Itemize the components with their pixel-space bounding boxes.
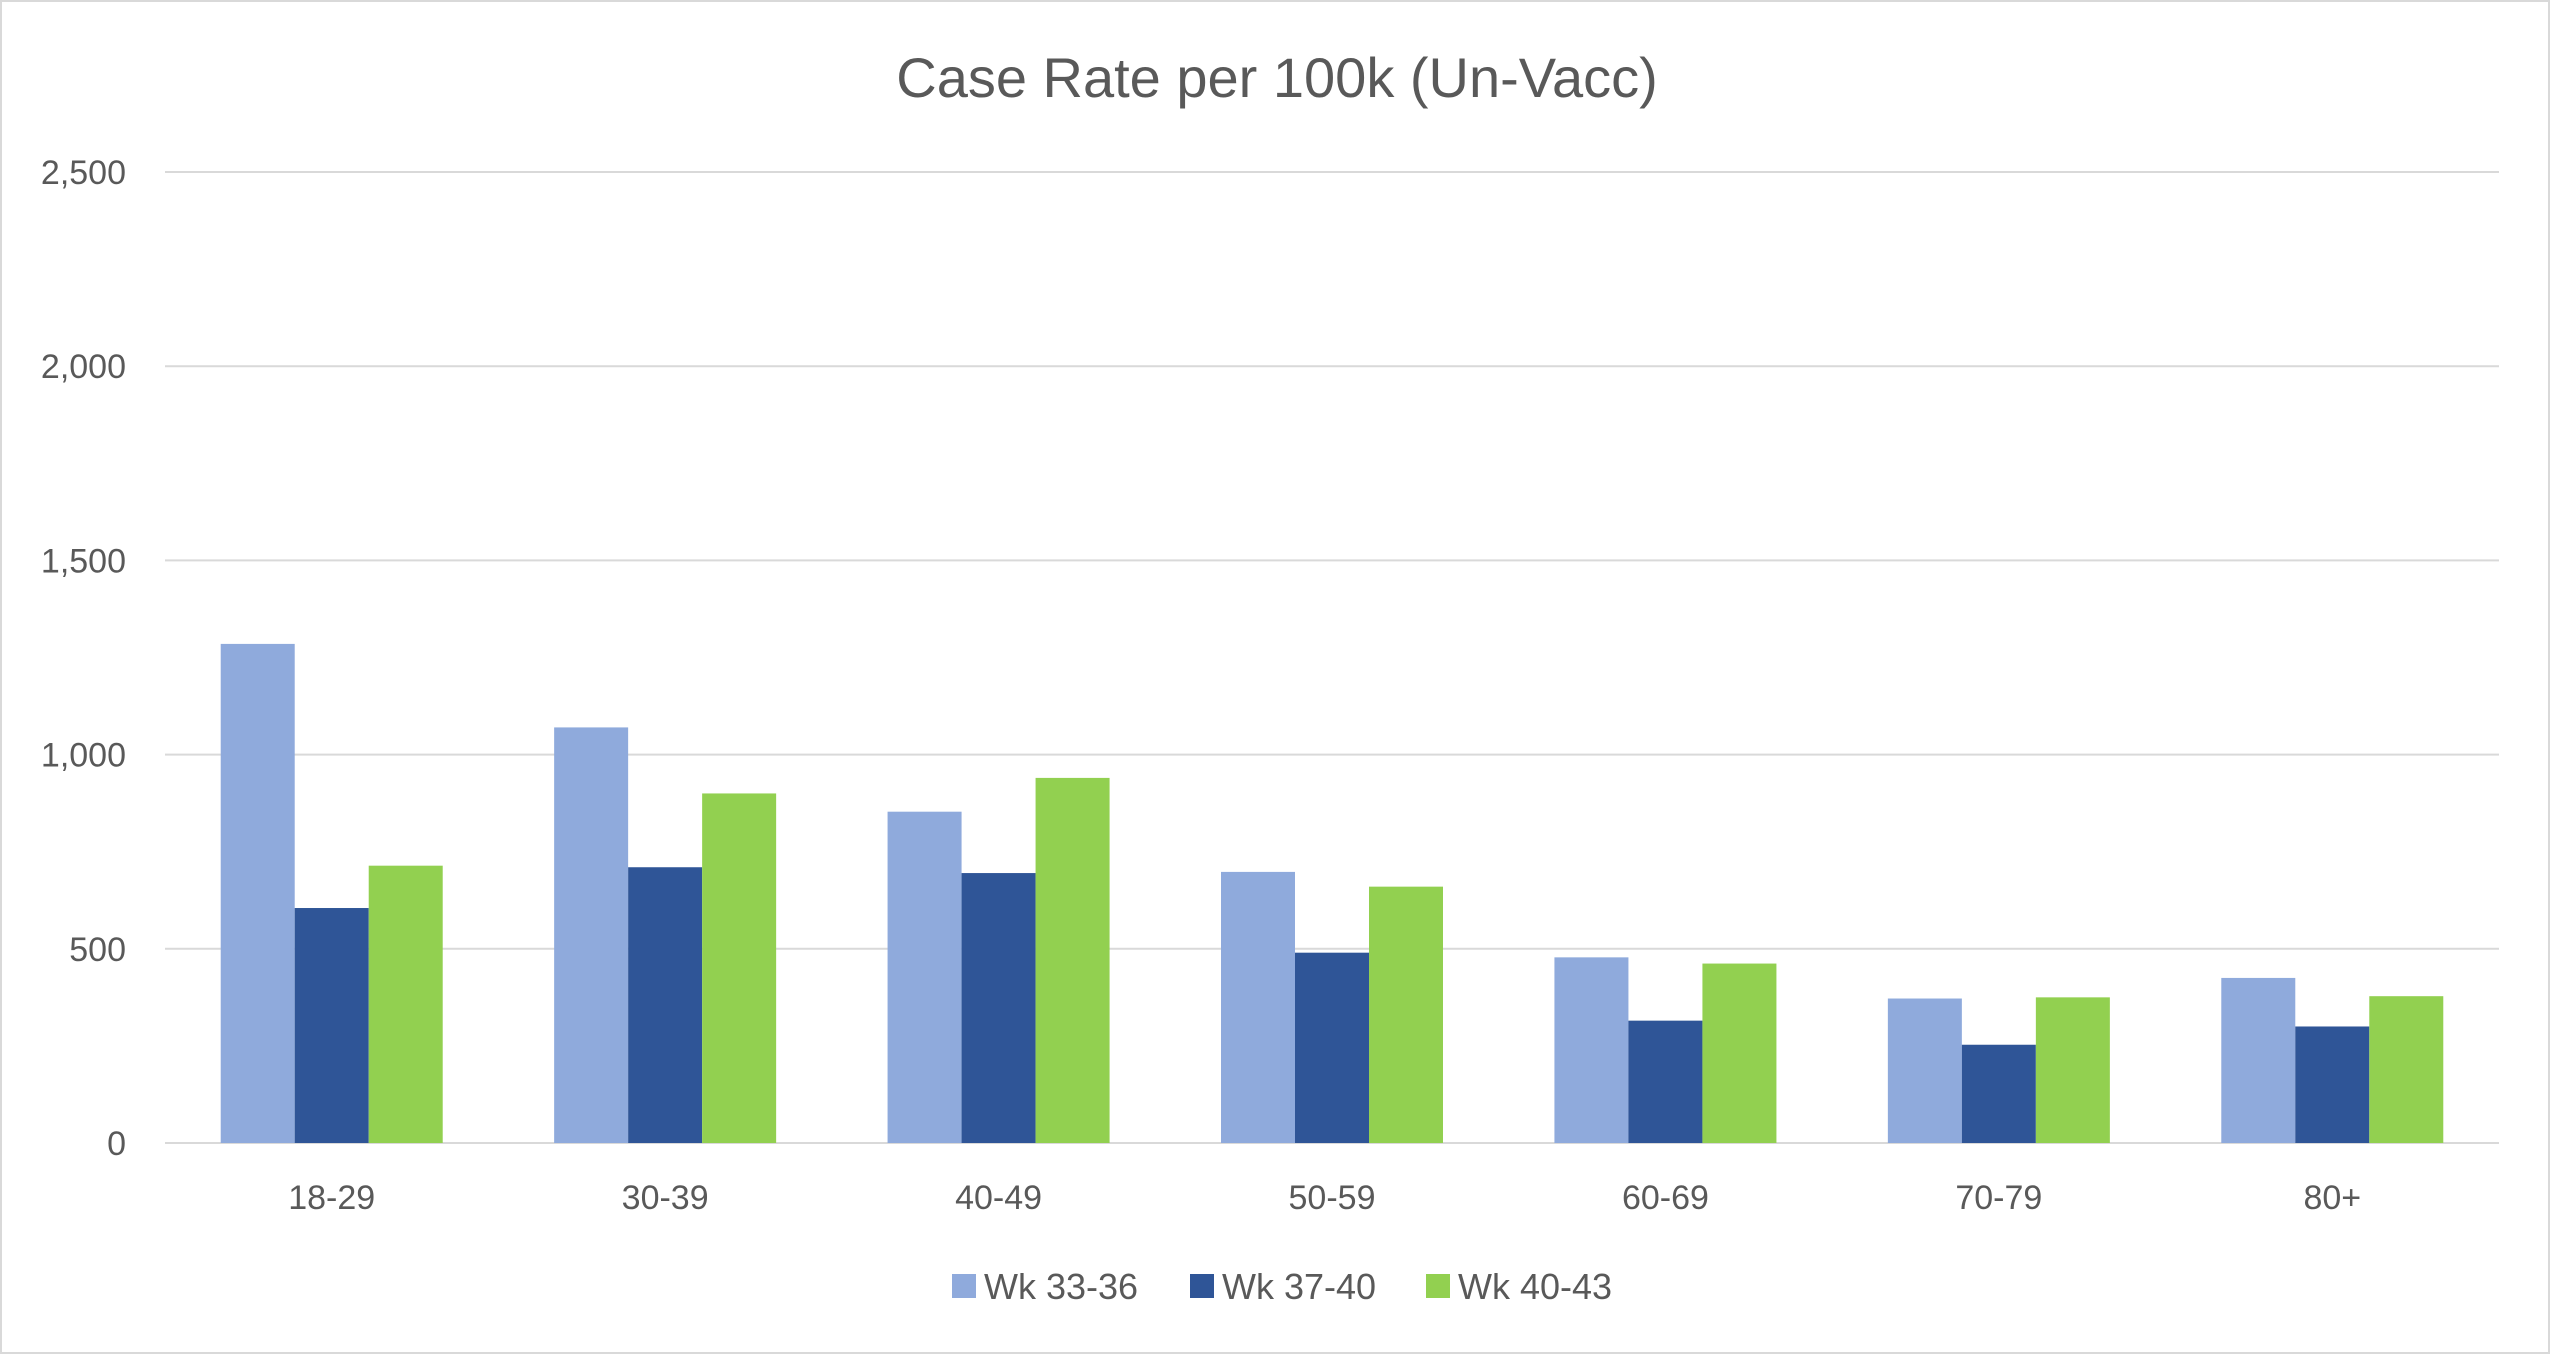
chart-title: Case Rate per 100k (Un-Vacc) xyxy=(896,46,1658,109)
y-tick-label: 1,500 xyxy=(41,542,126,580)
x-tick-label: 40-49 xyxy=(955,1179,1042,1217)
bars xyxy=(220,643,2444,1143)
bar-wk-33-36-70-79 xyxy=(1887,998,1962,1143)
x-tick-label: 70-79 xyxy=(1955,1179,2042,1217)
bar-wk-40-43-30-39 xyxy=(702,793,777,1143)
x-tick-label: 80+ xyxy=(2303,1179,2361,1217)
bar-wk-33-36-80+ xyxy=(2221,977,2296,1143)
bar-wk-40-43-18-29 xyxy=(368,865,443,1143)
bar-wk-33-36-18-29 xyxy=(220,643,295,1143)
y-tick-label: 500 xyxy=(69,931,126,969)
bar-wk-40-43-40-49 xyxy=(1035,777,1110,1143)
legend-swatch xyxy=(1190,1274,1214,1298)
y-tick-label: 2,500 xyxy=(41,154,126,192)
bar-wk-33-36-50-59 xyxy=(1221,871,1295,1143)
bar-wk-33-36-30-39 xyxy=(554,727,629,1143)
legend-swatch xyxy=(952,1274,976,1298)
bar-wk-40-43-80+ xyxy=(2369,996,2444,1143)
bar-wk-37-40-40-49 xyxy=(961,873,1036,1143)
legend-label: Wk 33-36 xyxy=(984,1266,1138,1307)
y-tick-label: 2,000 xyxy=(41,348,126,386)
bar-wk-40-43-60-69 xyxy=(1702,963,1777,1143)
x-axis-tick-labels: 18-29 30-39 40-49 50-59 60-69 70-79 80+ xyxy=(288,1179,2361,1217)
bar-wk-37-40-18-29 xyxy=(294,908,369,1143)
gridlines xyxy=(165,171,2499,1144)
y-tick-label: 1,000 xyxy=(41,737,126,775)
x-tick-label: 60-69 xyxy=(1622,1179,1709,1217)
legend-label: Wk 37-40 xyxy=(1222,1266,1376,1307)
legend: Wk 33-36 Wk 37-40 Wk 40-43 xyxy=(952,1266,1612,1307)
y-axis-tick-labels: 0 500 1,000 1,500 2,000 2,500 xyxy=(41,154,126,1163)
bar-wk-37-40-30-39 xyxy=(628,867,703,1143)
bar-wk-40-43-50-59 xyxy=(1369,886,1443,1143)
x-tick-label: 30-39 xyxy=(622,1179,709,1217)
x-tick-label: 50-59 xyxy=(1289,1179,1376,1217)
bar-wk-40-43-70-79 xyxy=(2035,997,2110,1143)
legend-label: Wk 40-43 xyxy=(1458,1266,1612,1307)
legend-swatch xyxy=(1426,1274,1450,1298)
bar-wk-37-40-60-69 xyxy=(1628,1020,1703,1143)
bar-wk-37-40-80+ xyxy=(2295,1026,2370,1143)
bar-wk-33-36-40-49 xyxy=(887,811,962,1143)
bar-wk-37-40-70-79 xyxy=(1961,1044,2036,1143)
bar-wk-37-40-50-59 xyxy=(1295,952,1369,1143)
x-tick-label: 18-29 xyxy=(288,1179,375,1217)
y-tick-label: 0 xyxy=(107,1125,126,1163)
bar-wk-33-36-60-69 xyxy=(1554,957,1629,1143)
